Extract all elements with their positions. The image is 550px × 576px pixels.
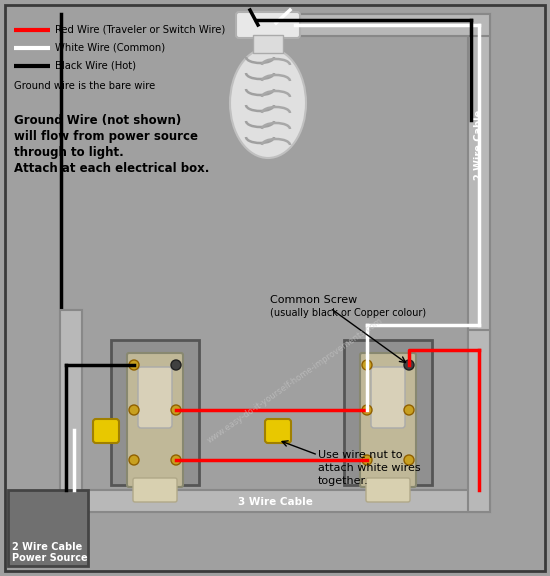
Circle shape (171, 405, 181, 415)
Ellipse shape (230, 48, 306, 158)
Bar (253, 35, 283, 53)
Bar (344, 340, 432, 485)
Circle shape (171, 360, 181, 370)
Text: attach white wires: attach white wires (318, 463, 421, 473)
Text: 2 Wire Cable: 2 Wire Cable (474, 110, 484, 180)
FancyBboxPatch shape (366, 478, 410, 502)
FancyBboxPatch shape (133, 478, 177, 502)
Circle shape (362, 360, 372, 370)
Bar (111, 340, 199, 485)
Text: 3 Wire Cable: 3 Wire Cable (238, 497, 312, 507)
FancyBboxPatch shape (265, 419, 291, 443)
Text: Ground wire is the bare wire: Ground wire is the bare wire (14, 81, 155, 91)
Bar (468, 330, 490, 512)
Text: Use wire nut to: Use wire nut to (318, 450, 403, 460)
FancyBboxPatch shape (93, 419, 119, 443)
Circle shape (404, 405, 414, 415)
Text: will flow from power source: will flow from power source (14, 130, 198, 143)
Circle shape (129, 405, 139, 415)
Text: Attach at each electrical box.: Attach at each electrical box. (14, 162, 210, 175)
Text: Black Wire (Hot): Black Wire (Hot) (55, 61, 136, 71)
FancyBboxPatch shape (360, 353, 416, 487)
FancyBboxPatch shape (127, 353, 183, 487)
Circle shape (404, 360, 414, 370)
Circle shape (171, 455, 181, 465)
Bar (60, 490, 490, 512)
Text: Common Screw: Common Screw (270, 295, 358, 305)
Bar (468, 14, 490, 340)
Circle shape (362, 405, 372, 415)
Text: Red Wire (Traveler or Switch Wire): Red Wire (Traveler or Switch Wire) (55, 25, 225, 35)
Text: through to light.: through to light. (14, 146, 124, 159)
Text: www.easy-do-it-yourself-home-improvements.com: www.easy-do-it-yourself-home-improvement… (206, 316, 384, 445)
Text: together.: together. (318, 476, 368, 486)
FancyBboxPatch shape (138, 367, 172, 428)
Text: 2 Wire Cable: 2 Wire Cable (12, 542, 82, 552)
Circle shape (129, 455, 139, 465)
Circle shape (404, 455, 414, 465)
Text: White Wire (Common): White Wire (Common) (55, 43, 165, 53)
Bar (60, 310, 82, 512)
Circle shape (129, 360, 139, 370)
Text: (usually black or Copper colour): (usually black or Copper colour) (270, 308, 426, 318)
Text: Ground Wire (not shown): Ground Wire (not shown) (14, 114, 182, 127)
Bar (292, 14, 490, 36)
FancyBboxPatch shape (371, 367, 405, 428)
FancyBboxPatch shape (236, 12, 300, 38)
Text: Power Source: Power Source (12, 553, 87, 563)
Circle shape (362, 455, 372, 465)
Bar (8, 490, 88, 566)
